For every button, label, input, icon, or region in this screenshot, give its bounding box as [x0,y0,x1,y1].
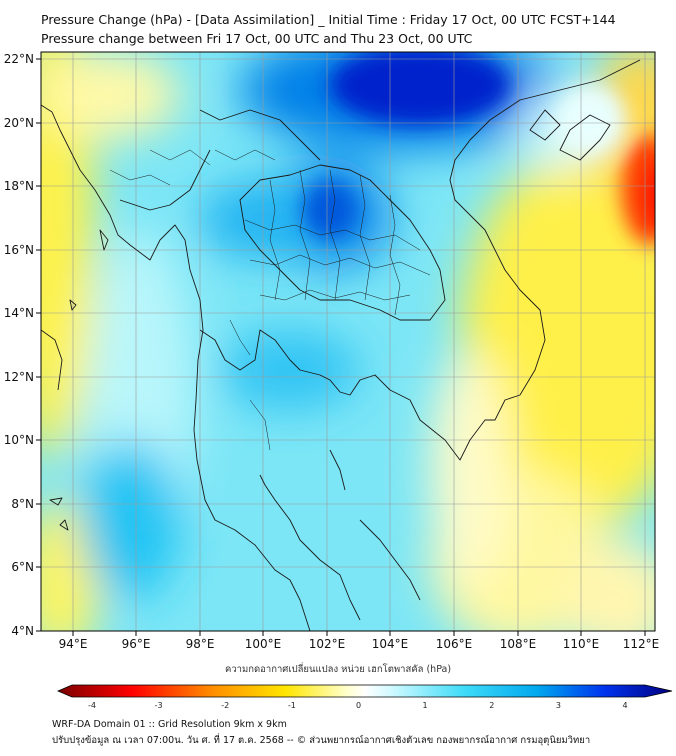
lon-label: 112°E [623,637,660,651]
colorbar-tick-label: 2 [489,701,494,710]
lon-label: 104°E [372,637,409,651]
colorbar: -4 -3 -2 -1 0 1 2 3 4 [56,684,673,710]
colorbar-tick-label: -1 [288,701,296,710]
lat-label: 10°N [4,433,34,447]
lat-label: 12°N [4,370,34,384]
chart-subtitle: Pressure change between Fri 17 Oct, 00 U… [41,31,473,46]
colorbar-label: ความกดอากาศเปลี่ยนแปลง หน่วย เฮกโตพาสคัล… [224,664,452,675]
chart-title: Pressure Change (hPa) - [Data Assimilati… [41,12,616,27]
colorbar-tick-label: -4 [88,701,96,710]
lon-label: 94°E [59,637,88,651]
lat-label: 8°N [11,497,34,511]
lon-labels: 94°E 96°E 98°E 100°E 102°E 104°E 106°E 1… [59,637,660,651]
footer-domain-info: WRF-DA Domain 01 :: Grid Resolution 9km … [52,719,287,730]
lon-label: 108°E [500,637,537,651]
colorbar-tick-label: -3 [155,701,163,710]
graticule [41,52,655,631]
colorbar-tick-label: 0 [356,701,361,710]
province-boundaries [109,149,431,451]
lat-label: 20°N [4,116,34,130]
pressure-field [41,52,655,631]
lat-label: 16°N [4,243,34,257]
lon-label: 102°E [309,637,346,651]
lon-label: 106°E [436,637,473,651]
coastlines [41,59,641,631]
lat-label: 6°N [11,560,34,574]
lon-label: 110°E [563,637,600,651]
map-frame [40,51,656,632]
lat-label: 14°N [4,306,34,320]
lat-label: 18°N [4,179,34,193]
lon-label: 100°E [245,637,282,651]
colorbar-tick-label: 4 [622,701,627,710]
footer-credit: ปรับปรุงข้อมูล ณ เวลา 07:00น. วัน ศ. ที่… [52,735,591,746]
colorbar-tick-label: 3 [556,701,561,710]
lat-labels: 22°N 20°N 18°N 16°N 14°N 12°N 10°N 8°N 6… [4,52,34,638]
lat-label: 22°N [4,52,34,66]
lon-label: 96°E [122,637,151,651]
colorbar-bar [56,684,673,698]
colorbar-tick-label: 1 [423,701,428,710]
lat-label: 4°N [11,624,34,638]
pressure-change-map: 22°N 20°N 18°N 16°N 14°N 12°N 10°N 8°N 6… [4,51,660,651]
lon-label: 98°E [186,637,215,651]
ticks [36,58,646,636]
colorbar-tick-label: -2 [221,701,229,710]
